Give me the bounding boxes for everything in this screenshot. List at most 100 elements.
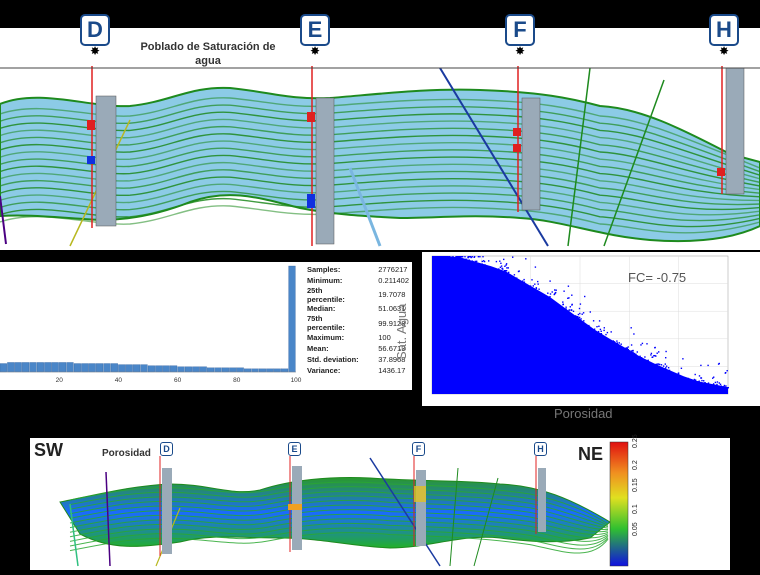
histogram-tick-label: 100 [291, 377, 302, 384]
scatter-point [650, 354, 652, 356]
scatter-point [525, 258, 527, 260]
scatter-point [625, 347, 627, 349]
histogram-bar [221, 367, 229, 373]
histogram-bar [44, 362, 52, 373]
histogram-bar [125, 364, 133, 373]
stratum-line [0, 161, 760, 202]
scatter-point [632, 351, 634, 353]
stats-value: 19.7078 [378, 290, 406, 300]
scatter-point [603, 327, 605, 329]
saturation-cross-section-canvas [0, 66, 760, 247]
scatter-point [523, 281, 526, 283]
scatter-point [459, 257, 461, 259]
scatter-point [646, 343, 648, 345]
scatter-point [677, 373, 680, 376]
scatter-point [568, 309, 570, 311]
scatter-point [694, 373, 696, 376]
scatter-point [460, 256, 462, 258]
scatter-point [452, 256, 454, 258]
scatter-point [483, 260, 486, 263]
histogram-bar [244, 368, 252, 373]
histogram-bar [66, 362, 74, 373]
bottom-well-badge-h[interactable]: H [534, 442, 547, 456]
scatter-point [479, 256, 481, 258]
histogram-bar [273, 368, 281, 373]
stratum-line [0, 205, 760, 234]
bottom-well-d [159, 456, 172, 556]
scatter-point [698, 375, 701, 377]
scatter-point [593, 328, 596, 330]
scatter-point [631, 350, 633, 352]
scatter-point [627, 346, 629, 348]
scatter-point [599, 328, 602, 331]
stats-value: 2776217 [378, 264, 408, 274]
scatter-point [718, 382, 720, 384]
scatter-point [654, 346, 656, 349]
well-badge-d[interactable]: D [80, 14, 110, 46]
scatter-point [707, 364, 709, 367]
scatter-point [703, 380, 705, 382]
scatter-point [535, 287, 538, 290]
scatter-point [577, 316, 579, 318]
scatter-points [432, 256, 729, 394]
stratum-line [0, 125, 760, 184]
scatter-point [440, 256, 442, 258]
scatter-point [665, 357, 667, 359]
scatter-point [500, 265, 503, 267]
well-star-icon: ✸ [514, 44, 526, 58]
scatter-point [537, 283, 539, 285]
well-track-h [717, 66, 745, 195]
stats-value: 0.211402 [378, 275, 409, 285]
colorbar-tick-label: 0.1 [632, 504, 639, 514]
stats-value: 56.6713 [378, 344, 406, 354]
well-track-d [87, 66, 117, 228]
well-badge-f[interactable]: F [505, 14, 535, 46]
fault-line [369, 457, 441, 567]
histogram-bar [251, 368, 259, 373]
histogram-tick-label: 60 [174, 377, 182, 384]
scatter-point [436, 256, 438, 258]
well-badge-e[interactable]: E [300, 14, 330, 46]
colorbar [609, 441, 629, 567]
scatter-point [577, 313, 580, 316]
well-badge-h[interactable]: H [709, 14, 739, 46]
stratum-line [0, 111, 760, 176]
bottom-well-badge-e[interactable]: E [288, 442, 301, 456]
scatter-point [569, 306, 571, 308]
scatter-point [658, 363, 660, 365]
scatter-point [470, 256, 472, 259]
stats-row: Maximum: 100 [304, 332, 412, 343]
bottom-well-badge-f[interactable]: F [412, 442, 425, 456]
scatter-point [488, 260, 490, 262]
histogram-bar [199, 366, 207, 373]
histogram-bar [162, 365, 170, 373]
scatter-point [667, 367, 670, 369]
fault-line [69, 503, 79, 567]
scatter-point [502, 268, 504, 270]
scatter-point [712, 377, 714, 379]
histogram-bar [147, 365, 155, 373]
stratum-line [0, 140, 760, 191]
scatter-point [660, 364, 663, 366]
scatter-point [554, 289, 556, 291]
bottom-well-badge-d[interactable]: D [160, 442, 173, 456]
scatter-point [434, 256, 436, 258]
histogram-bar [14, 362, 22, 373]
scatter-point [500, 262, 502, 264]
histogram-bar [73, 363, 81, 373]
scatter-point [662, 365, 665, 367]
histogram-bar [51, 362, 59, 373]
stats-label: Samples: [307, 264, 341, 274]
scatter-point [700, 364, 702, 367]
histogram-bar [140, 364, 148, 373]
scatter-point [534, 266, 537, 268]
scatter-point [439, 256, 441, 258]
well-star-icon: ✸ [718, 44, 730, 58]
well-star-icon: ✸ [89, 44, 101, 58]
scatter-point [668, 369, 671, 372]
stats-label: 25th percentile: [307, 285, 345, 304]
colorbar-tick-label: 0.2 [632, 460, 639, 470]
scatter-panel: FC= -0.75 Sat. Agua Porosidad [400, 252, 760, 421]
scatter-point [655, 363, 658, 366]
histogram-bar [236, 367, 244, 373]
